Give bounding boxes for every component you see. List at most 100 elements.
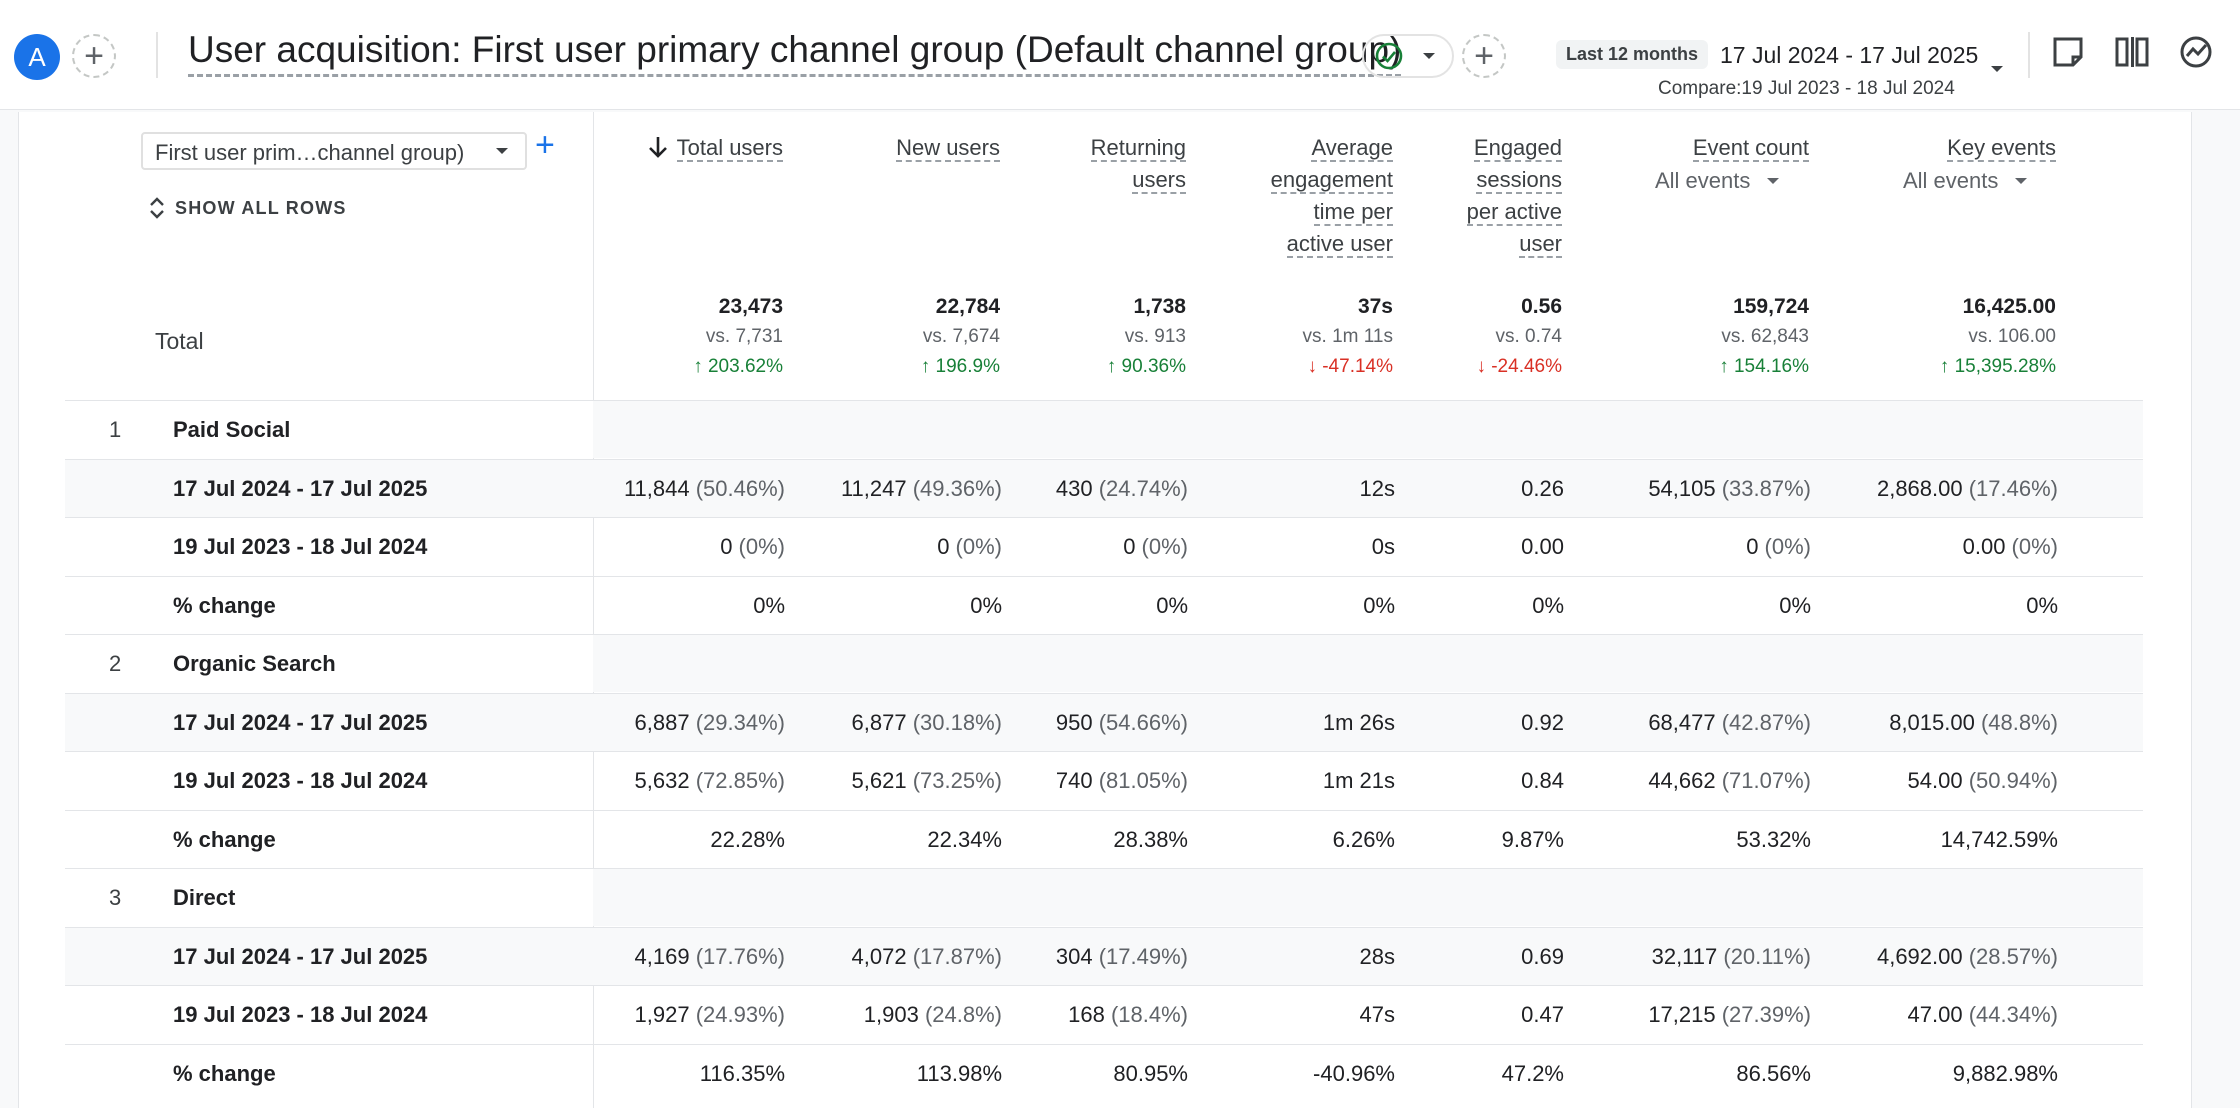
- column-header[interactable]: Engaged sessions per active user: [1466, 132, 1562, 260]
- column-header-label: user: [1519, 231, 1562, 258]
- sort-descending-icon[interactable]: [647, 135, 669, 159]
- show-all-rows-button[interactable]: SHOW ALL ROWS: [149, 196, 347, 220]
- compare-date-range[interactable]: Compare:19 Jul 2023 - 18 Jul 2024: [1658, 78, 1955, 99]
- column-header-label: Total users: [676, 135, 783, 162]
- chevron-down-icon: [496, 148, 508, 154]
- row-index: 2: [109, 651, 122, 676]
- column-header-label: Key events: [1947, 135, 2056, 162]
- table-cell: 53.32%: [1736, 826, 1811, 852]
- chevron-down-icon: [1767, 178, 1780, 184]
- table-cell: 0 (0%): [1123, 534, 1188, 559]
- table-cell: 0%: [753, 592, 785, 618]
- add-comparison-button[interactable]: +: [72, 34, 116, 78]
- table-group-row[interactable]: 3 Direct: [65, 868, 2143, 926]
- compare-columns-icon[interactable]: [2114, 34, 2150, 70]
- expand-icon: [150, 197, 164, 219]
- table-cell: 47.2%: [1501, 1060, 1564, 1086]
- table-cell: 5,632 (72.85%): [634, 768, 785, 793]
- total-compare-value: vs. 62,843: [1721, 326, 1809, 347]
- total-cell: 16,425.00 vs. 106.00 ↑ 15,395.28%: [1940, 292, 2056, 382]
- table-cell: 0 (0%): [1746, 534, 1811, 559]
- total-cell: 22,784 vs. 7,674 ↑ 196.9%: [921, 292, 1000, 382]
- row-label: 17 Jul 2024 - 17 Jul 2025: [173, 709, 428, 735]
- total-cell: 159,724 vs. 62,843 ↑ 154.16%: [1719, 292, 1809, 382]
- table-cell: 28.38%: [1113, 826, 1188, 852]
- date-range[interactable]: 17 Jul 2024 - 17 Jul 2025: [1720, 42, 1979, 68]
- channel-name[interactable]: Organic Search: [173, 651, 336, 676]
- row-label: 17 Jul 2024 - 17 Jul 2025: [173, 475, 428, 501]
- check-circle-icon: [1375, 42, 1403, 70]
- column-header-label: active user: [1286, 231, 1393, 258]
- column-header-label: engagement: [1270, 167, 1393, 194]
- total-compare-value: vs. 7,674: [922, 326, 1000, 347]
- table-cell: 22.34%: [927, 826, 1002, 852]
- header-divider: [156, 32, 158, 78]
- table-cell: 0.00: [1521, 534, 1564, 559]
- channel-name[interactable]: Direct: [173, 885, 236, 910]
- total-compare-value: vs. 913: [1124, 326, 1186, 347]
- table-row: 17 Jul 2024 - 17 Jul 2025 6,887 (29.34%) 6…: [65, 692, 2143, 751]
- column-header[interactable]: New users: [896, 132, 1000, 164]
- table-cell: 4,169 (17.76%): [634, 943, 785, 969]
- column-header[interactable]: Event count: [1692, 132, 1809, 164]
- event-filter-label: All events: [1655, 168, 1751, 193]
- table-cell: 0%: [1156, 592, 1188, 618]
- column-header[interactable]: Key events: [1947, 132, 2056, 164]
- total-cell: 0.56 vs. 0.74 ↓ -24.46%: [1476, 292, 1562, 382]
- add-filter-button[interactable]: +: [1462, 34, 1506, 78]
- column-header-label: Engaged: [1473, 135, 1562, 162]
- note-icon[interactable]: [2050, 34, 2086, 70]
- table-group-row[interactable]: 1 Paid Social: [65, 400, 2143, 458]
- event-filter-dropdown[interactable]: All events: [1903, 168, 2028, 194]
- avatar[interactable]: A: [14, 34, 60, 80]
- dimension-select-label: First user prim…channel group): [155, 140, 465, 165]
- group-row-fill: [593, 635, 2143, 692]
- dimension-select[interactable]: First user prim…channel group): [141, 132, 527, 170]
- event-filter-dropdown[interactable]: All events: [1655, 168, 1780, 194]
- table-cell: 2,868.00 (17.46%): [1876, 475, 2058, 501]
- report-status-dropdown[interactable]: [1362, 34, 1454, 78]
- plus-icon: +: [1474, 37, 1494, 75]
- column-header-label: users: [1132, 167, 1186, 194]
- table-row: % change 116.35% 113.98% 80.95% -40.96% 47.2%…: [65, 1043, 2143, 1102]
- table-cell: 0.84: [1521, 768, 1564, 793]
- table-cell: 1m 21s: [1322, 768, 1395, 793]
- total-value: 23,473: [718, 295, 783, 318]
- table-cell: 86.56%: [1736, 1060, 1811, 1086]
- row-label: 19 Jul 2023 - 18 Jul 2024: [173, 534, 428, 559]
- column-header[interactable]: Total users: [647, 132, 783, 164]
- total-change: ↑ 154.16%: [1719, 356, 1809, 377]
- table-cell: 8,015.00 (48.8%): [1889, 709, 2058, 735]
- row-label: 19 Jul 2023 - 18 Jul 2024: [173, 768, 428, 793]
- table-cell: 4,072 (17.87%): [851, 943, 1002, 969]
- total-compare-value: vs. 7,731: [705, 326, 783, 347]
- total-value: 159,724: [1733, 295, 1809, 318]
- table-cell: 4,692.00 (28.57%): [1876, 943, 2058, 969]
- table-cell: 0.92: [1521, 709, 1564, 735]
- table-row: 17 Jul 2024 - 17 Jul 2025 4,169 (17.76%) 4…: [65, 926, 2143, 985]
- total-cell: 1,738 vs. 913 ↑ 90.36%: [1107, 292, 1186, 382]
- table-cell: 32,117 (20.11%): [1651, 943, 1811, 969]
- chevron-down-icon: [1423, 53, 1435, 59]
- date-preset-chip[interactable]: Last 12 months: [1556, 40, 1709, 69]
- table-cell: 6,877 (30.18%): [851, 709, 1002, 735]
- table-cell: 168 (18.4%): [1068, 1002, 1188, 1027]
- table-cell: 47.00 (44.34%): [1907, 1002, 2058, 1027]
- table-cell: 28s: [1359, 943, 1395, 969]
- event-filter-label: All events: [1903, 168, 1999, 193]
- add-dimension-button[interactable]: +: [535, 126, 555, 164]
- date-dropdown-icon[interactable]: [1990, 64, 2004, 74]
- table-cell: 22.28%: [710, 826, 785, 852]
- total-label: Total: [155, 328, 204, 354]
- page-title[interactable]: User acquisition: First user primary cha…: [188, 28, 1402, 77]
- table-cell: 11,844 (50.46%): [623, 475, 785, 501]
- channel-name[interactable]: Paid Social: [173, 417, 291, 442]
- insights-icon[interactable]: [2178, 34, 2214, 70]
- table-cell: 0s: [1371, 534, 1395, 559]
- table-row: 19 Jul 2023 - 18 Jul 2024 5,632 (72.85%) 5…: [65, 751, 2143, 809]
- table-group-row[interactable]: 2 Organic Search: [65, 634, 2143, 692]
- column-header[interactable]: Returning users: [1090, 132, 1186, 196]
- table-row: 17 Jul 2024 - 17 Jul 2025 11,844 (50.46%)…: [65, 458, 2143, 517]
- column-header[interactable]: Average engagement time per active user: [1270, 132, 1393, 260]
- total-compare-value: vs. 0.74: [1495, 326, 1562, 347]
